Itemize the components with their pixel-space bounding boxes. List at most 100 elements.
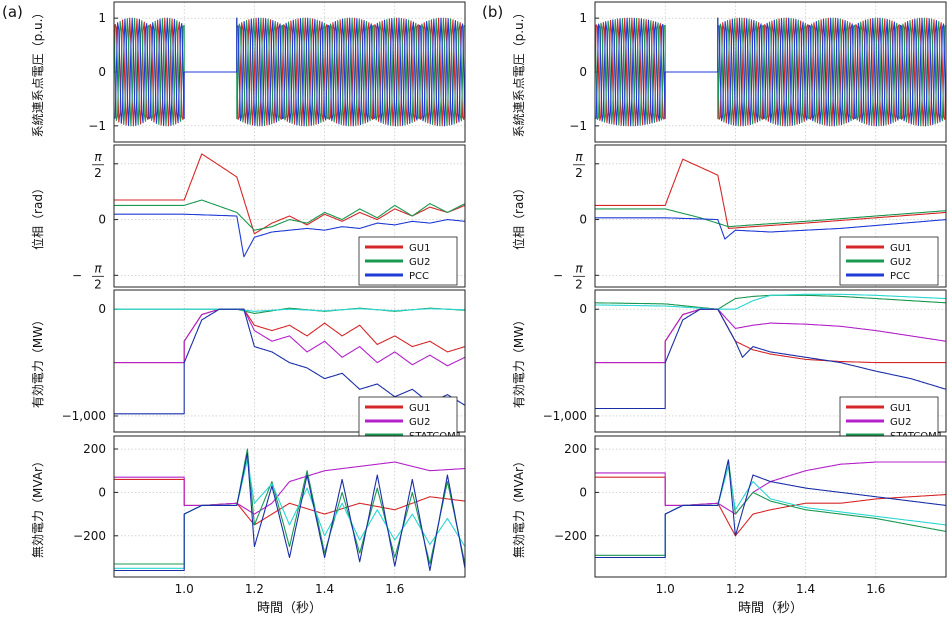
series-group	[595, 459, 946, 559]
series-line-pcc	[595, 217, 946, 240]
series-line-pcc	[595, 459, 946, 559]
y-tick-label: −200	[73, 529, 106, 543]
svg-text:π: π	[94, 261, 102, 275]
svg-text:π: π	[575, 261, 583, 275]
x-tick-label: 1.0	[175, 582, 194, 596]
series-line-gu2	[114, 308, 465, 367]
y-axis-label: 無効電力（MVAr）	[511, 455, 526, 558]
series-line-statcom2	[595, 293, 946, 310]
legend-entry: PCC	[409, 271, 429, 282]
y-tick-label: 200	[83, 442, 106, 456]
legend-entry: GU2	[409, 257, 430, 268]
plot-frame	[113, 289, 466, 433]
series-line-gu2	[114, 199, 465, 231]
y-tick-label: −1	[88, 119, 106, 133]
plot-row-4: 200 0 −200 無効電力（MVAr）	[511, 435, 947, 578]
svg-text:π: π	[575, 150, 583, 164]
series-group	[114, 307, 465, 415]
y-tick-label: π2	[573, 150, 585, 180]
y-tick-label: 0	[98, 213, 106, 227]
svg-text:π: π	[94, 150, 102, 164]
svg-text:2: 2	[575, 277, 583, 291]
y-tick-label: 200	[564, 442, 587, 456]
y-tick-label: 0	[579, 302, 587, 316]
series-line-statcom1	[595, 459, 946, 556]
series-line-statcom2	[114, 308, 465, 312]
y-tick-label: 1	[98, 11, 106, 25]
series-line-gu1	[114, 153, 465, 235]
y-tick-label: 0	[98, 485, 106, 499]
x-tick-label: 1.4	[796, 582, 815, 596]
series-line-statcom2	[114, 459, 465, 569]
y-axis-label: 系統連系点電圧（p.u.）	[512, 7, 526, 138]
y-tick-label: 0	[579, 213, 587, 227]
x-axis-label: 時間（秒）	[738, 601, 803, 616]
y-tick-label: 0	[579, 65, 587, 79]
x-tick-label: 1.0	[656, 582, 675, 596]
plot-frame	[594, 1, 947, 143]
y-tick-label: −1	[569, 119, 587, 133]
legend: GU1 GU2 PCC	[839, 236, 939, 286]
y-tick-label: − π 2	[72, 261, 104, 291]
panel-label: (b)	[482, 3, 503, 21]
series-line-phase-c	[114, 17, 465, 127]
plot-frame	[113, 1, 466, 143]
y-axis-label: 系統連系点電圧（p.u.）	[31, 7, 45, 138]
series-group	[595, 293, 946, 410]
series-line-gu2	[595, 461, 946, 515]
svg-text:−: −	[553, 268, 563, 282]
series-group	[595, 158, 946, 240]
panel-label: (a)	[2, 3, 23, 21]
x-axis-label: 時間（秒）	[257, 601, 322, 616]
legend-entry: PCC	[890, 271, 910, 282]
y-axis-label: 位相（rad）	[511, 182, 526, 250]
series-line-pcc	[114, 452, 465, 572]
y-tick-label: 1	[579, 11, 587, 25]
x-tick-label: 1.2	[726, 582, 745, 596]
legend-entry: GU2	[890, 257, 911, 268]
series-group	[114, 448, 465, 572]
svg-text:−: −	[72, 268, 82, 282]
y-tick-label: π2	[92, 150, 104, 180]
series-line-phase-b	[595, 17, 946, 127]
plot-row-1: 1 0 −1 系統連系点電圧（p.u.）	[512, 1, 947, 143]
series-line-phase-c	[595, 17, 946, 127]
series-line-gu2	[595, 308, 946, 364]
series-line-pcc	[595, 308, 946, 410]
y-axis-label: 有効電力（MW）	[511, 314, 526, 408]
svg-text:2: 2	[94, 277, 102, 291]
series-line-gu1	[114, 478, 465, 526]
y-tick-label: − π 2	[553, 261, 585, 291]
legend-entry: GU2	[409, 417, 430, 428]
y-tick-label: 0	[98, 302, 106, 316]
plot-frame	[594, 435, 947, 578]
series-line-gu2	[595, 208, 946, 228]
series-line-gu2	[114, 461, 465, 515]
x-tick-label: 1.4	[315, 582, 334, 596]
x-tick-label: 1.6	[866, 582, 885, 596]
legend-entry: GU1	[409, 403, 430, 414]
plot-frame	[594, 144, 947, 288]
series-line-gu1	[595, 158, 946, 229]
series-group	[595, 17, 946, 127]
y-axis-label: 無効電力（MVAr）	[30, 455, 45, 558]
plot-row-4: 200 0 −200 無効電力（MVAr）	[30, 435, 466, 578]
legend-entry: GU2	[890, 417, 911, 428]
y-axis-label: 位相（rad）	[30, 182, 45, 250]
series-group	[114, 153, 465, 258]
y-axis-label: 有効電力（MW）	[30, 314, 45, 408]
series-line-pcc	[114, 308, 465, 415]
legend-entry: GU1	[890, 403, 911, 414]
series-line-statcom1	[114, 448, 465, 565]
plot-frame	[113, 144, 466, 288]
y-tick-label: 0	[98, 65, 106, 79]
series-line-pcc	[114, 213, 465, 258]
legend-entry: GU1	[890, 243, 911, 254]
x-tick-label: 1.6	[385, 582, 404, 596]
y-tick-label: −200	[554, 529, 587, 543]
plot-row-1: 1 0 −1 系統連系点電圧（p.u.）	[31, 1, 466, 143]
x-tick-label: 1.2	[245, 582, 264, 596]
